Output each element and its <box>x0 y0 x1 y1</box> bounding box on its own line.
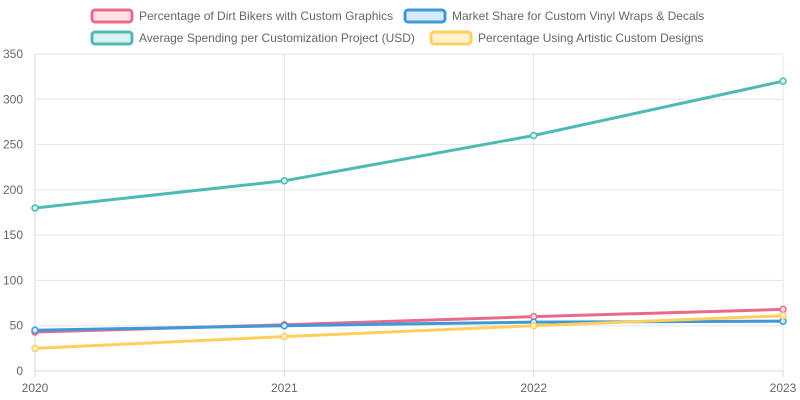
y-tick-label: 200 <box>3 183 23 197</box>
data-point[interactable] <box>529 131 538 140</box>
data-point[interactable] <box>529 321 538 330</box>
legend-label: Percentage Using Artistic Custom Designs <box>478 31 703 45</box>
y-tick-label: 50 <box>10 319 24 333</box>
series-line[interactable] <box>33 314 785 350</box>
series-line[interactable] <box>33 79 785 210</box>
y-tick-label: 0 <box>16 364 23 378</box>
data-point[interactable] <box>31 326 39 334</box>
legend-item[interactable]: Percentage Using Artistic Custom Designs <box>429 30 703 46</box>
data-point[interactable] <box>280 321 289 330</box>
data-point[interactable] <box>779 305 787 314</box>
legend-swatch <box>90 8 134 24</box>
legend-item[interactable]: Market Share for Custom Vinyl Wraps & De… <box>403 8 704 24</box>
y-tick-label: 300 <box>3 92 23 106</box>
x-tick-label: 2022 <box>520 381 547 395</box>
data-point[interactable] <box>280 332 289 341</box>
legend-swatch <box>403 8 447 24</box>
data-point[interactable] <box>31 204 39 212</box>
y-tick-label: 250 <box>3 138 23 152</box>
legend-label: Market Share for Custom Vinyl Wraps & De… <box>452 9 704 23</box>
x-tick-label: 2021 <box>271 381 298 395</box>
series-lines <box>33 79 785 350</box>
data-point[interactable] <box>779 312 787 320</box>
series-points <box>31 77 787 353</box>
data-point[interactable] <box>779 77 787 85</box>
data-point[interactable] <box>280 177 289 185</box>
legend-label: Average Spending per Customization Proje… <box>139 31 415 45</box>
legend-item[interactable]: Average Spending per Customization Proje… <box>90 30 415 46</box>
legend-label: Percentage of Dirt Bikers with Custom Gr… <box>139 9 393 23</box>
y-tick-label: 100 <box>3 273 23 287</box>
axes: 0 50 100 150 200 250 300 350 2020 2021 2022 2023 <box>3 47 797 395</box>
legend-swatch <box>429 30 473 46</box>
x-tick-label: 2023 <box>770 381 797 395</box>
grid <box>34 53 784 372</box>
legend-swatch <box>90 30 134 46</box>
legend: Percentage of Dirt Bikers with Custom Gr… <box>90 8 704 46</box>
y-tick-label: 350 <box>3 47 23 61</box>
data-point[interactable] <box>31 344 39 353</box>
x-tick-label: 2020 <box>22 381 49 395</box>
y-tick-label: 150 <box>3 228 23 242</box>
legend-item[interactable]: Percentage of Dirt Bikers with Custom Gr… <box>90 8 393 24</box>
